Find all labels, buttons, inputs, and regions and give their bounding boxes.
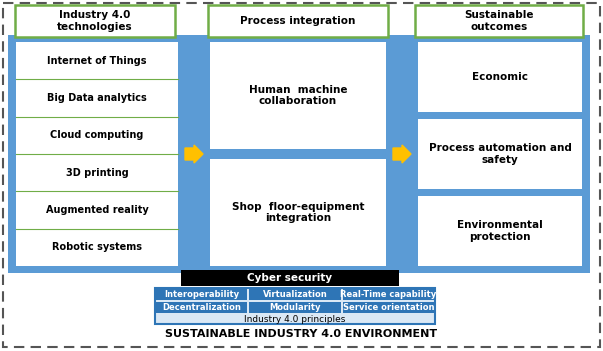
FancyArrow shape [393,145,411,163]
Text: Augmented reality: Augmented reality [46,205,148,215]
Text: Cyber security: Cyber security [247,273,333,283]
Bar [343,302,434,313]
Bar [15,5,175,37]
Text: SUSTAINABLE INDUSTRY 4.0 ENVIRONMENT: SUSTAINABLE INDUSTRY 4.0 ENVIRONMENT [165,329,437,339]
Text: Cloud computing: Cloud computing [50,130,144,140]
Bar [418,196,582,266]
Text: Decentralization: Decentralization [162,303,241,312]
Bar [343,289,434,300]
Bar [418,119,582,189]
Text: Human  machine
collaboration: Human machine collaboration [249,85,347,106]
Bar [418,42,582,112]
Bar [249,289,341,300]
Bar [394,35,410,273]
Bar [249,302,341,313]
Text: 3D printing: 3D printing [66,168,128,178]
Bar [210,42,386,149]
Text: Real-Time capability: Real-Time capability [340,290,437,299]
Bar [156,289,247,300]
Text: Economic: Economic [472,72,528,82]
Text: Service orientation: Service orientation [343,303,434,312]
Text: Internet of Things: Internet of Things [47,56,147,66]
FancyArrow shape [185,145,203,163]
Bar [410,35,590,273]
Text: Sustainable
outcomes: Sustainable outcomes [464,10,534,32]
Text: Modularity: Modularity [270,303,321,312]
Bar [208,5,388,37]
Text: Robotic systems: Robotic systems [52,242,142,252]
Bar [186,35,202,273]
Bar [415,5,583,37]
Text: Interoperability: Interoperability [164,290,239,299]
Text: Industry 4.0 principles: Industry 4.0 principles [244,314,346,324]
Text: Industry 4.0
technologies: Industry 4.0 technologies [57,10,133,32]
Text: Shop  floor-equipment
integration: Shop floor-equipment integration [232,202,364,223]
Bar [155,288,435,324]
Bar [210,159,386,266]
Bar [202,35,394,273]
Bar [156,302,247,313]
Bar [16,42,178,266]
Text: Big Data analytics: Big Data analytics [47,93,147,103]
Text: Process automation and
safety: Process automation and safety [429,143,572,165]
Text: Process integration: Process integration [241,16,356,26]
Bar [181,270,399,286]
Text: Virtualization: Virtualization [263,290,327,299]
Bar [8,35,186,273]
Text: Environmental
protection: Environmental protection [457,220,543,242]
